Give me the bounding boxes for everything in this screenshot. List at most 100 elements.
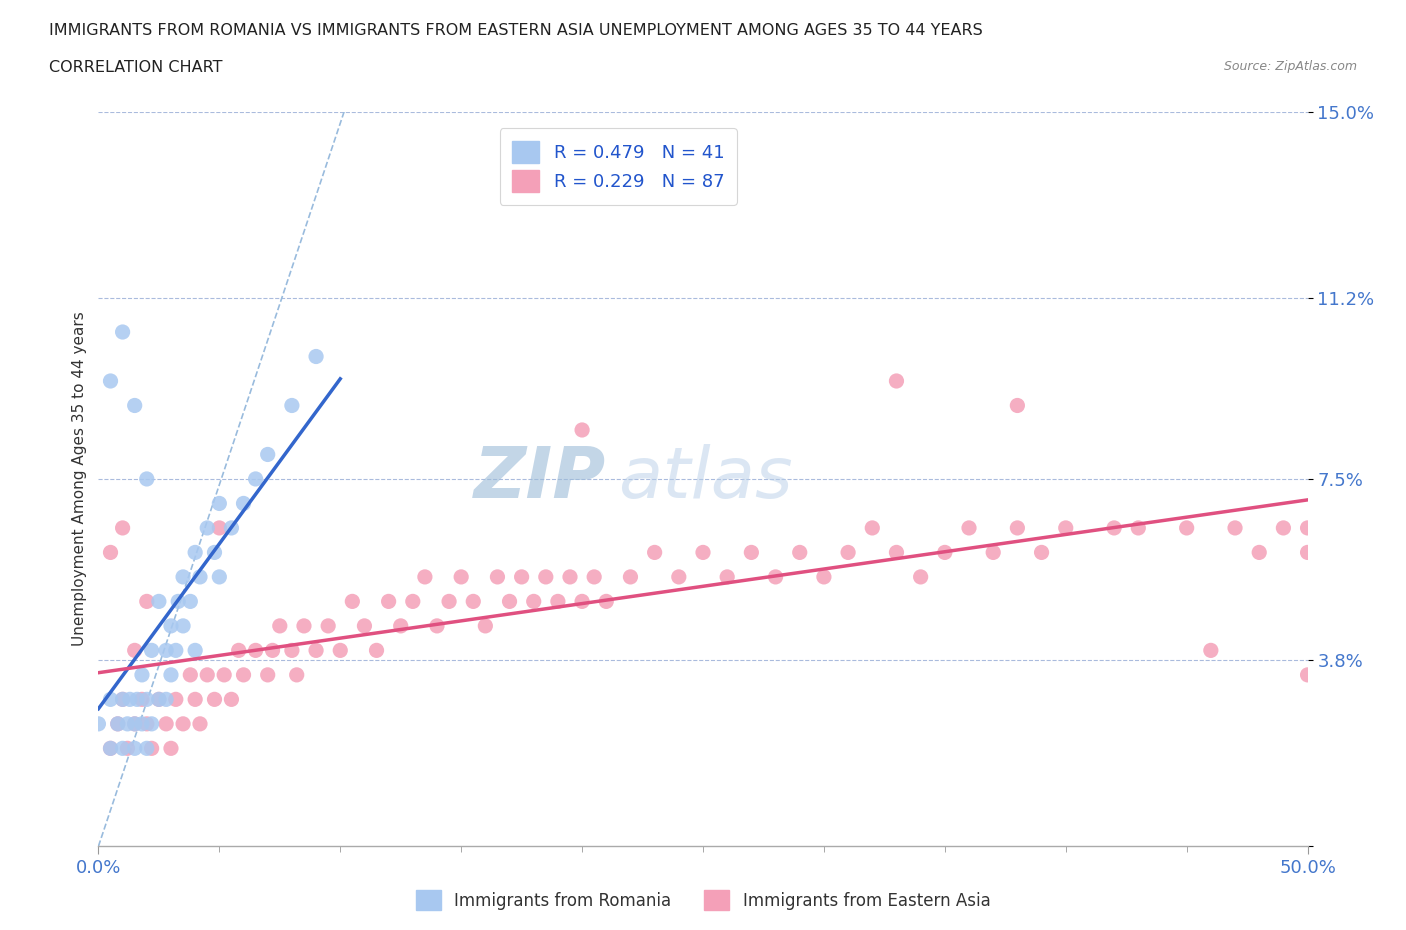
Y-axis label: Unemployment Among Ages 35 to 44 years: Unemployment Among Ages 35 to 44 years: [72, 312, 87, 646]
Point: [221, 692, 243, 707]
Point: [981, 545, 1004, 560]
Point: [111, 521, 134, 536]
Point: [619, 569, 641, 584]
Point: [366, 643, 388, 658]
Point: [269, 618, 291, 633]
Point: [212, 668, 235, 683]
Legend: Immigrants from Romania, Immigrants from Eastern Asia: Immigrants from Romania, Immigrants from…: [409, 884, 997, 917]
Point: [179, 668, 201, 683]
Point: [498, 594, 520, 609]
Legend: R = 0.479   N = 41, R = 0.229   N = 87: R = 0.479 N = 41, R = 0.229 N = 87: [499, 128, 737, 205]
Point: [155, 643, 177, 658]
Point: [160, 668, 183, 683]
Point: [437, 594, 460, 609]
Point: [510, 569, 533, 584]
Point: [100, 692, 122, 707]
Point: [789, 545, 811, 560]
Point: [463, 594, 485, 609]
Point: [167, 594, 190, 609]
Point: [1296, 545, 1319, 560]
Point: [1054, 521, 1077, 536]
Point: [1199, 643, 1222, 658]
Point: [353, 618, 375, 633]
Point: [148, 692, 170, 707]
Point: [172, 569, 194, 584]
Point: [1296, 668, 1319, 683]
Point: [1007, 521, 1029, 536]
Point: [118, 692, 141, 707]
Text: CORRELATION CHART: CORRELATION CHART: [49, 60, 222, 75]
Text: ZIP: ZIP: [474, 445, 606, 513]
Point: [474, 618, 496, 633]
Point: [141, 716, 163, 731]
Point: [111, 692, 134, 707]
Point: [837, 545, 859, 560]
Point: [228, 643, 250, 658]
Point: [644, 545, 666, 560]
Point: [1249, 545, 1271, 560]
Point: [534, 569, 557, 584]
Point: [934, 545, 956, 560]
Point: [131, 668, 153, 683]
Point: [305, 349, 328, 364]
Point: [100, 741, 122, 756]
Point: [100, 545, 122, 560]
Point: [124, 643, 146, 658]
Point: [262, 643, 284, 658]
Point: [184, 545, 207, 560]
Point: [135, 716, 157, 731]
Point: [740, 545, 762, 560]
Point: [1223, 521, 1246, 536]
Point: [256, 447, 278, 462]
Point: [245, 472, 267, 486]
Point: [389, 618, 412, 633]
Point: [245, 643, 267, 658]
Point: [595, 594, 617, 609]
Point: [188, 569, 211, 584]
Point: [571, 594, 593, 609]
Point: [486, 569, 509, 584]
Point: [1175, 521, 1198, 536]
Point: [135, 472, 157, 486]
Point: [165, 643, 187, 658]
Point: [1007, 398, 1029, 413]
Point: [558, 569, 581, 584]
Point: [107, 716, 129, 731]
Point: [141, 741, 163, 756]
Point: [131, 716, 153, 731]
Point: [377, 594, 399, 609]
Point: [208, 521, 231, 536]
Point: [571, 422, 593, 437]
Point: [155, 716, 177, 731]
Point: [692, 545, 714, 560]
Point: [135, 692, 157, 707]
Point: [413, 569, 436, 584]
Point: [204, 692, 226, 707]
Point: [1296, 521, 1319, 536]
Point: [117, 716, 139, 731]
Point: [160, 741, 183, 756]
Point: [204, 545, 226, 560]
Point: [523, 594, 546, 609]
Point: [886, 545, 908, 560]
Point: [1128, 521, 1150, 536]
Point: [124, 741, 146, 756]
Point: [426, 618, 449, 633]
Point: [813, 569, 835, 584]
Point: [184, 692, 207, 707]
Point: [155, 692, 177, 707]
Point: [1031, 545, 1053, 560]
Point: [179, 594, 201, 609]
Point: [668, 569, 690, 584]
Point: [148, 692, 170, 707]
Point: [172, 716, 194, 731]
Point: [1102, 521, 1125, 536]
Point: [910, 569, 932, 584]
Point: [256, 668, 278, 683]
Point: [87, 716, 110, 731]
Point: [124, 716, 146, 731]
Point: [111, 741, 134, 756]
Point: [135, 594, 157, 609]
Point: [188, 716, 211, 731]
Point: [135, 741, 157, 756]
